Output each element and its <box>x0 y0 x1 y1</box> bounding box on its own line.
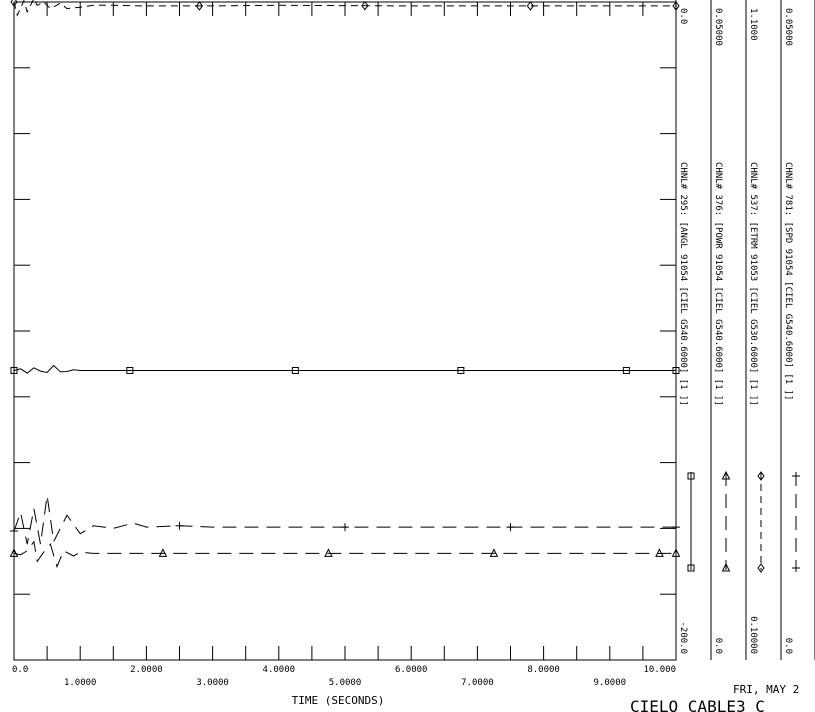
legend-marker <box>721 470 731 480</box>
channel-panel: 1.1000 0.10000 CHNL# 537: [ETRM 91053 [CIE… <box>748 8 765 654</box>
x-tick-label: 0.0 <box>12 665 28 675</box>
channel-name: CHNL# 781: [SPD 91054 [CIEL G540.6000] [… <box>783 162 793 400</box>
series-marker <box>291 366 299 374</box>
series-marker <box>158 548 168 557</box>
legend-marker <box>792 472 800 480</box>
channel-axis-min: 0.10000 <box>748 616 758 654</box>
channel-axis-min: 0.0 <box>713 638 723 654</box>
series-marker <box>324 548 333 557</box>
channel-panel: 0.05000 0.0 CHNL# 376: [POWR 91054 [CIEL G… <box>713 8 731 654</box>
x-axis-ticks <box>13 2 677 660</box>
channel-name: CHNL# 537: [ETRM 91053 [CIEL G530.6000] … <box>748 162 758 406</box>
series-marker <box>10 366 18 374</box>
series-line <box>13 0 676 17</box>
series-marker <box>126 366 134 374</box>
footer-date: FRI, MAY 2 <box>733 683 799 696</box>
channel-axis-panels: 0.0 -200.0 CHNL# 295: [ANGL 91054 [CIEL G5… <box>675 0 815 660</box>
x-axis-tick-labels: 0.0 2.0000 4.0000 6.0000 8.0000 10.000 1.0000 3… <box>12 665 676 688</box>
channel-axis-max: 0.05000 <box>783 8 793 46</box>
series-marker <box>175 521 184 530</box>
series-line <box>13 495 676 545</box>
series-line <box>13 364 676 374</box>
series-marker <box>10 0 18 7</box>
series-triangle <box>9 540 681 569</box>
channel-name: CHNL# 376: [POWR 91054 [CIEL G540.6000] … <box>713 162 723 406</box>
channel-axis-max: 1.1000 <box>748 8 758 41</box>
series-marker <box>361 0 369 11</box>
series-marker <box>341 523 349 532</box>
x-tick-label: 7.0000 <box>461 678 494 688</box>
x-tick-label: 1.0000 <box>64 678 97 688</box>
series-marker <box>10 527 18 536</box>
series-marker <box>9 548 19 557</box>
legend-marker <box>687 564 695 572</box>
series-line <box>13 540 676 569</box>
x-tick-label: 6.0000 <box>395 665 428 675</box>
series-marker <box>526 1 534 11</box>
x-tick-label: 4.0000 <box>263 665 296 675</box>
series-marker <box>489 548 499 557</box>
legend-marker <box>721 562 731 572</box>
channel-axis-min: 0.0 <box>783 638 793 654</box>
legend-marker <box>792 564 800 572</box>
series-marker <box>622 366 630 374</box>
x-tick-label: 3.0000 <box>196 678 229 688</box>
channel-axis-max: 0.05000 <box>713 8 723 46</box>
channel-name: CHNL# 295: [ANGL 91054 [CIEL G540.6000] … <box>678 162 688 406</box>
series-marker <box>457 366 465 374</box>
footer-title: CIELO CABLE3 C <box>630 697 765 712</box>
y-axis-ticks <box>14 67 676 595</box>
series-layer <box>9 0 681 569</box>
channel-panel: 0.05000 0.0 CHNL# 781: [SPD 91054 [CIEL G5… <box>783 8 800 654</box>
series-marker <box>195 1 203 11</box>
series-marker <box>506 523 515 532</box>
x-axis-label: TIME (SECONDS) <box>292 694 385 707</box>
legend-marker <box>757 563 765 573</box>
channel-axis-max: 0.0 <box>678 8 688 24</box>
series-marker <box>655 548 664 557</box>
series-plus <box>10 495 680 545</box>
legend-marker <box>757 471 765 481</box>
series-square <box>10 364 680 374</box>
x-tick-label: 5.0000 <box>329 678 362 688</box>
channel-axis-min: -200.0 <box>678 621 688 654</box>
legend-marker <box>687 472 695 480</box>
x-tick-label: 8.0000 <box>527 665 560 675</box>
channel-panel: 0.0 -200.0 CHNL# 295: [ANGL 91054 [CIEL G5… <box>678 8 695 654</box>
plot-frame <box>13 1 677 661</box>
x-tick-label: 9.0000 <box>594 678 627 688</box>
x-tick-label: 10.000 <box>643 665 676 675</box>
x-tick-label: 2.0000 <box>130 665 163 675</box>
